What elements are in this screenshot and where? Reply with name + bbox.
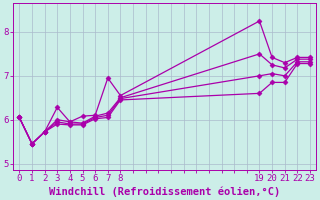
X-axis label: Windchill (Refroidissement éolien,°C): Windchill (Refroidissement éolien,°C) [49, 186, 280, 197]
